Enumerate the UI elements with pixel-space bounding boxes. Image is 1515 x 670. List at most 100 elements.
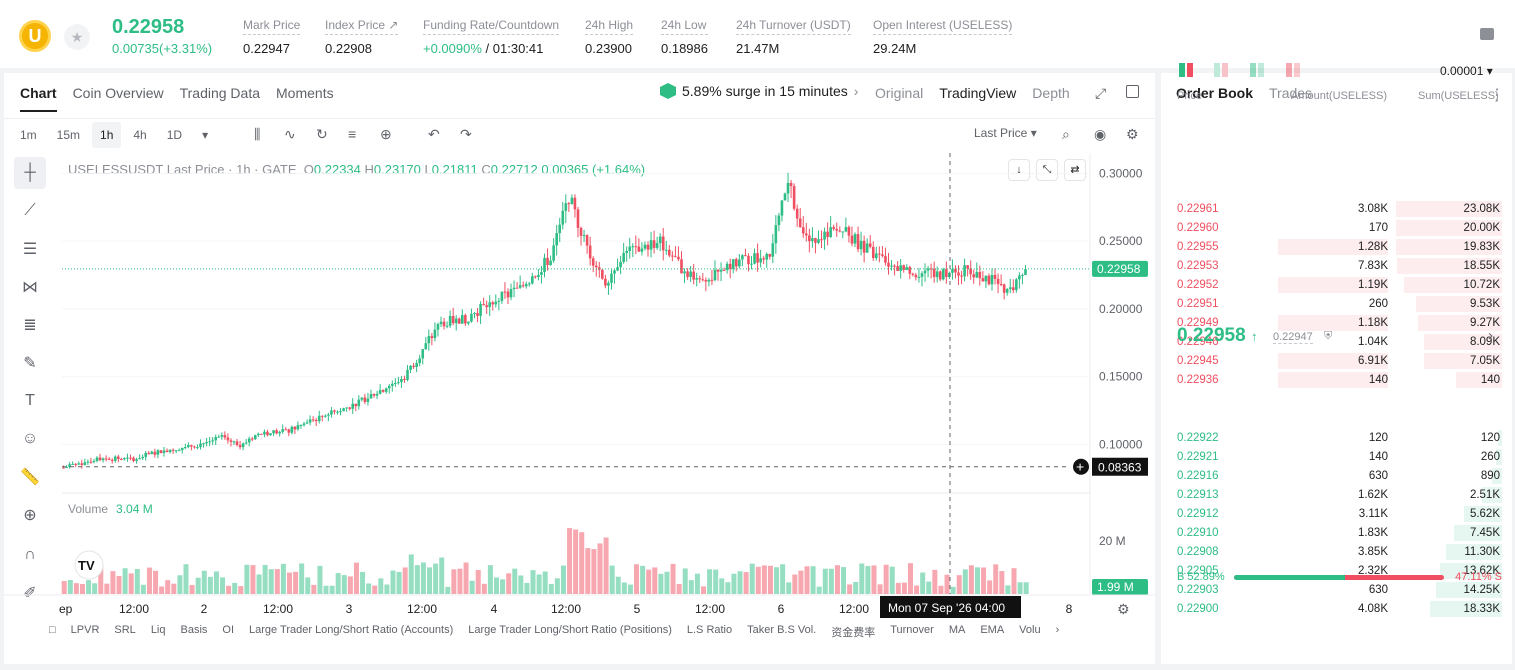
volume-bar	[573, 529, 579, 594]
orderbook-row[interactable]: 0.22913 1.62K 2.51K	[1172, 486, 1502, 505]
redo-icon[interactable]: ↷	[460, 126, 472, 142]
horizontal-lines-icon[interactable]: ☰	[22, 241, 38, 258]
orderbook-row[interactable]: 0.22949 1.18K 9.27K	[1172, 314, 1502, 333]
candlestick-chart[interactable]: 0.30000 0.25000 0.20000 0.15000 0.10000 0.22…	[4, 73, 1155, 664]
more-icon[interactable]: ⋮	[1489, 87, 1505, 104]
orderbook-row[interactable]: 0.22953 7.83K 18.55K	[1172, 257, 1502, 276]
tf-1m[interactable]: 1m	[20, 128, 37, 142]
settings-list-icon[interactable]: ≡	[348, 126, 357, 142]
orderbook-row[interactable]: 0.22910 1.83K 7.45K	[1172, 524, 1502, 543]
add-indicator-icon[interactable]: ⊕	[380, 126, 392, 142]
tab-coin-overview[interactable]: Coin Overview	[72, 85, 164, 101]
undo-icon[interactable]: ↶	[428, 126, 440, 142]
add-alert-icon[interactable]	[1073, 458, 1089, 475]
orderbook-row[interactable]: 0.22945 6.91K 7.05K	[1172, 352, 1502, 371]
orderbook-row[interactable]: 0.22908 3.85K 11.30K	[1172, 543, 1502, 562]
tf-15m[interactable]: 15m	[56, 128, 81, 142]
gear-icon[interactable]: ⚙	[1126, 126, 1139, 142]
emoji-icon[interactable]: ☺	[21, 430, 39, 447]
tab-order-book[interactable]: Order Book	[1176, 85, 1254, 101]
view-original[interactable]: Original	[875, 85, 924, 101]
candle-type-icon[interactable]: ⫼	[254, 126, 261, 142]
plus-icon[interactable]: +	[1076, 459, 1084, 475]
orderbook-row[interactable]: 0.22951 260 9.53K	[1172, 295, 1502, 314]
indicator-tab[interactable]: 资金费率	[831, 627, 876, 639]
view-tradingview[interactable]: TradingView	[939, 85, 1017, 101]
tf-4h[interactable]: 4h	[133, 128, 147, 142]
chevron-down-icon[interactable]: ▾	[202, 128, 209, 142]
indicator-tab[interactable]: Volu	[1019, 624, 1041, 636]
layout-asks-icon[interactable]	[1286, 63, 1300, 77]
orderbook-row[interactable]: 0.22916 630 890	[1172, 467, 1502, 486]
orderbook-row[interactable]: 0.22912 3.11K 5.62K	[1172, 505, 1502, 524]
chevron-right-icon[interactable]: ›	[1055, 624, 1060, 636]
indicator-tab[interactable]: EMA	[980, 624, 1005, 636]
tf-1d[interactable]: 1D	[166, 128, 183, 142]
indicator-tab[interactable]: MA	[948, 624, 966, 636]
trendline-icon[interactable]: ⟋	[24, 202, 36, 219]
price-source-select[interactable]: Last Price ▾	[974, 126, 1037, 140]
indicator-tab[interactable]: Basis	[180, 624, 208, 636]
indicator-tab[interactable]: Large Trader Long/Short Ratio (Positions…	[468, 624, 672, 636]
tab-moments[interactable]: Moments	[276, 85, 334, 101]
crosshair-icon[interactable]: ┼	[14, 157, 46, 189]
indicators-icon[interactable]: ∿	[284, 126, 296, 142]
favorite-star-icon[interactable]: ★	[64, 24, 90, 50]
orderbook-row[interactable]: 0.22905 2.32K 13.62K	[1172, 562, 1502, 581]
surge-alert[interactable]: 5.89% surge in 15 minutes ›	[660, 83, 858, 99]
orderbook-row[interactable]: 0.22946 1.04K 8.09K	[1172, 333, 1502, 352]
indicator-tab[interactable]: Turnover	[890, 624, 934, 636]
candle-body	[902, 265, 906, 270]
orderbook-row[interactable]: 0.22900 4.08K 18.33K	[1172, 600, 1502, 619]
axis-settings-icon[interactable]: ⚙	[1117, 602, 1130, 618]
chevron-right-icon[interactable]: ›	[1488, 327, 1493, 344]
refresh-icon[interactable]: ↻	[316, 126, 328, 142]
search-icon[interactable]: ⌕	[1062, 126, 1070, 142]
rotate-icon[interactable]: □	[49, 624, 56, 636]
view-depth[interactable]: Depth	[1032, 85, 1070, 101]
order-price: 0.22951	[1177, 298, 1219, 310]
candle-body	[518, 285, 522, 288]
orderbook-row[interactable]: 0.22960 170 20.00K	[1172, 219, 1502, 238]
zoom-in-icon[interactable]: ⊕	[23, 507, 37, 524]
indicator-tab[interactable]: OI	[222, 624, 235, 636]
index-price-stat[interactable]: Index Price ↗ 0.22908	[325, 18, 399, 56]
precision-select[interactable]: 0.00001 ▾	[1440, 64, 1493, 78]
collapse-icon[interactable]: ⤡	[1036, 159, 1058, 181]
ruler-icon[interactable]: 📏	[20, 469, 40, 486]
pencil-lock-icon[interactable]: ✐	[23, 585, 37, 602]
layout-split-icon[interactable]	[1214, 63, 1228, 77]
orderbook-row[interactable]: 0.22922 120 120	[1172, 429, 1502, 448]
indicator-tab[interactable]: L.S Ratio	[686, 624, 733, 636]
orderbook-row[interactable]: 0.22955 1.28K 19.83K	[1172, 238, 1502, 257]
pattern-icon[interactable]: ⋈	[22, 279, 38, 296]
magnet-icon[interactable]: ∩	[24, 546, 36, 563]
indicator-tab[interactable]: Taker B.S Vol.	[747, 624, 817, 636]
expand-icon[interactable]: ⤢	[1095, 85, 1107, 101]
text-icon[interactable]: T	[25, 392, 35, 409]
indicator-tab[interactable]: LPVR	[70, 624, 100, 636]
orderbook-row[interactable]: 0.22921 140 260	[1172, 448, 1502, 467]
orderbook-row[interactable]: 0.22936 140 140	[1172, 371, 1502, 390]
indicator-tab[interactable]: Large Trader Long/Short Ratio (Accounts)	[249, 624, 454, 636]
indicator-tab[interactable]: Liq	[150, 624, 166, 636]
swap-icon[interactable]: ⇄	[1064, 159, 1086, 181]
arrow-down-icon[interactable]: ↓	[1008, 159, 1030, 181]
tf-1h[interactable]: 1h	[92, 122, 122, 148]
fib-icon[interactable]: ≣	[23, 317, 37, 334]
layout-both-icon[interactable]	[1179, 63, 1193, 77]
camera-icon[interactable]: ◉	[1094, 126, 1107, 142]
candle-body	[360, 397, 364, 400]
tab-chart[interactable]: Chart	[20, 85, 57, 112]
tab-trading-data[interactable]: Trading Data	[179, 85, 261, 101]
volume-bar	[463, 562, 469, 594]
orderbook-row[interactable]: 0.22952 1.19K 10.72K	[1172, 276, 1502, 295]
indicator-tab[interactable]: SRL	[114, 624, 136, 636]
tab-trades[interactable]: Trades	[1269, 85, 1313, 101]
book-icon[interactable]	[1480, 28, 1494, 40]
orderbook-row[interactable]: 0.22903 630 14.25K	[1172, 581, 1502, 600]
orderbook-row[interactable]: 0.22961 3.08K 23.08K	[1172, 200, 1502, 219]
brush-icon[interactable]: ✎	[23, 355, 37, 372]
fullscreen-icon[interactable]	[1126, 85, 1139, 98]
layout-bids-icon[interactable]	[1250, 63, 1264, 77]
